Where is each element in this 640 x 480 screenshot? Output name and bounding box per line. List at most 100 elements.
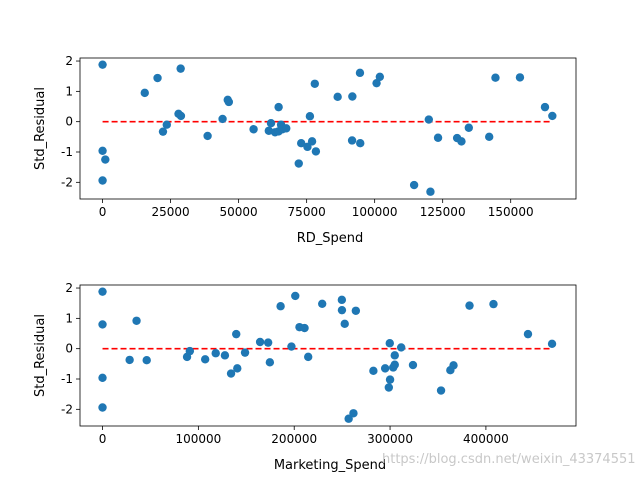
x-tick-label: 300000 bbox=[367, 432, 413, 446]
data-point bbox=[341, 320, 349, 328]
y-axis-label: Std_Residual bbox=[33, 314, 48, 397]
data-point bbox=[125, 356, 133, 364]
data-point bbox=[311, 80, 319, 88]
y-tick-label: 1 bbox=[65, 311, 73, 325]
data-point bbox=[391, 351, 399, 359]
data-point bbox=[177, 112, 185, 120]
data-point bbox=[524, 330, 532, 338]
data-point bbox=[266, 358, 274, 366]
data-point bbox=[348, 136, 356, 144]
data-point bbox=[291, 292, 299, 300]
data-point bbox=[356, 69, 364, 77]
data-point bbox=[356, 139, 364, 147]
data-point bbox=[349, 409, 357, 417]
data-point bbox=[98, 176, 106, 184]
y-tick-label: -1 bbox=[61, 372, 73, 386]
y-tick-label: 2 bbox=[65, 54, 73, 68]
y-axis-label: Std_Residual bbox=[33, 87, 48, 170]
x-tick-label: 100000 bbox=[352, 205, 398, 219]
y-tick-label: -2 bbox=[61, 402, 73, 416]
data-point bbox=[489, 300, 497, 308]
data-point bbox=[485, 133, 493, 141]
data-point bbox=[176, 64, 184, 72]
data-point bbox=[397, 343, 405, 351]
data-point bbox=[333, 93, 341, 101]
data-point bbox=[381, 364, 389, 372]
y-tick-label: 2 bbox=[65, 281, 73, 295]
data-point bbox=[276, 302, 284, 310]
data-point bbox=[203, 132, 211, 140]
x-axis-label: RD_Spend bbox=[297, 231, 364, 246]
data-point bbox=[318, 300, 326, 308]
data-point bbox=[267, 119, 275, 127]
data-point bbox=[98, 147, 106, 155]
axes-frame bbox=[80, 285, 576, 426]
data-point bbox=[201, 355, 209, 363]
watermark-text: https://blog.csdn.net/weixin_43374551 bbox=[382, 452, 636, 467]
data-point bbox=[101, 155, 109, 163]
data-point bbox=[233, 364, 241, 372]
data-point bbox=[141, 89, 149, 97]
data-point bbox=[264, 338, 272, 346]
x-axis-label: Marketing_Spend bbox=[274, 458, 386, 473]
data-point bbox=[516, 73, 524, 81]
data-point bbox=[98, 403, 106, 411]
data-point bbox=[541, 103, 549, 111]
data-point bbox=[232, 330, 240, 338]
data-point bbox=[249, 125, 257, 133]
y-tick-label: 0 bbox=[65, 115, 73, 129]
x-tick-label: 50000 bbox=[220, 205, 258, 219]
data-point bbox=[287, 342, 295, 350]
rd-spend-residual-plot: 0 25000 50000 75000 100000 125000 150000 -2 -1 0 1… bbox=[33, 54, 576, 246]
data-point bbox=[386, 375, 394, 383]
data-point bbox=[391, 361, 399, 369]
data-point bbox=[434, 134, 442, 142]
data-point bbox=[225, 98, 233, 106]
x-tick-label: 150000 bbox=[488, 205, 534, 219]
data-point bbox=[338, 296, 346, 304]
y-tick-label: 1 bbox=[65, 84, 73, 98]
y-tick-label: -1 bbox=[61, 145, 73, 159]
data-point bbox=[338, 306, 346, 314]
data-point bbox=[425, 115, 433, 123]
data-point bbox=[369, 367, 377, 375]
x-tick-label: 200000 bbox=[271, 432, 317, 446]
data-point bbox=[241, 348, 249, 356]
data-point bbox=[457, 137, 465, 145]
data-point bbox=[352, 307, 360, 315]
data-point bbox=[426, 188, 434, 196]
data-point bbox=[98, 320, 106, 328]
x-tick-label: 125000 bbox=[420, 205, 466, 219]
data-point bbox=[348, 92, 356, 100]
data-point bbox=[385, 383, 393, 391]
data-point bbox=[308, 137, 316, 145]
data-point bbox=[143, 356, 151, 364]
data-point bbox=[312, 147, 320, 155]
y-tick-label: -2 bbox=[61, 175, 73, 189]
x-tick-label: 0 bbox=[99, 432, 107, 446]
data-point bbox=[465, 301, 473, 309]
data-point bbox=[376, 73, 384, 81]
data-point bbox=[449, 361, 457, 369]
data-point bbox=[212, 349, 220, 357]
data-point bbox=[386, 339, 394, 347]
marketing-spend-residual-plot: 0 100000 200000 300000 400000 -2 -1 0 1 2 Marketin… bbox=[33, 281, 576, 473]
data-point bbox=[153, 74, 161, 82]
x-tick-label: 25000 bbox=[152, 205, 190, 219]
data-point bbox=[304, 353, 312, 361]
data-point bbox=[163, 121, 171, 129]
data-point bbox=[282, 124, 290, 132]
data-point bbox=[132, 317, 140, 325]
x-tick-label: 400000 bbox=[463, 432, 509, 446]
data-point bbox=[306, 112, 314, 120]
data-point bbox=[221, 351, 229, 359]
x-tick-label: 75000 bbox=[288, 205, 326, 219]
data-point bbox=[295, 159, 303, 167]
data-point bbox=[274, 103, 282, 111]
data-point bbox=[548, 340, 556, 348]
data-point bbox=[98, 287, 106, 295]
data-point bbox=[548, 112, 556, 120]
data-point bbox=[410, 181, 418, 189]
data-point bbox=[98, 60, 106, 68]
